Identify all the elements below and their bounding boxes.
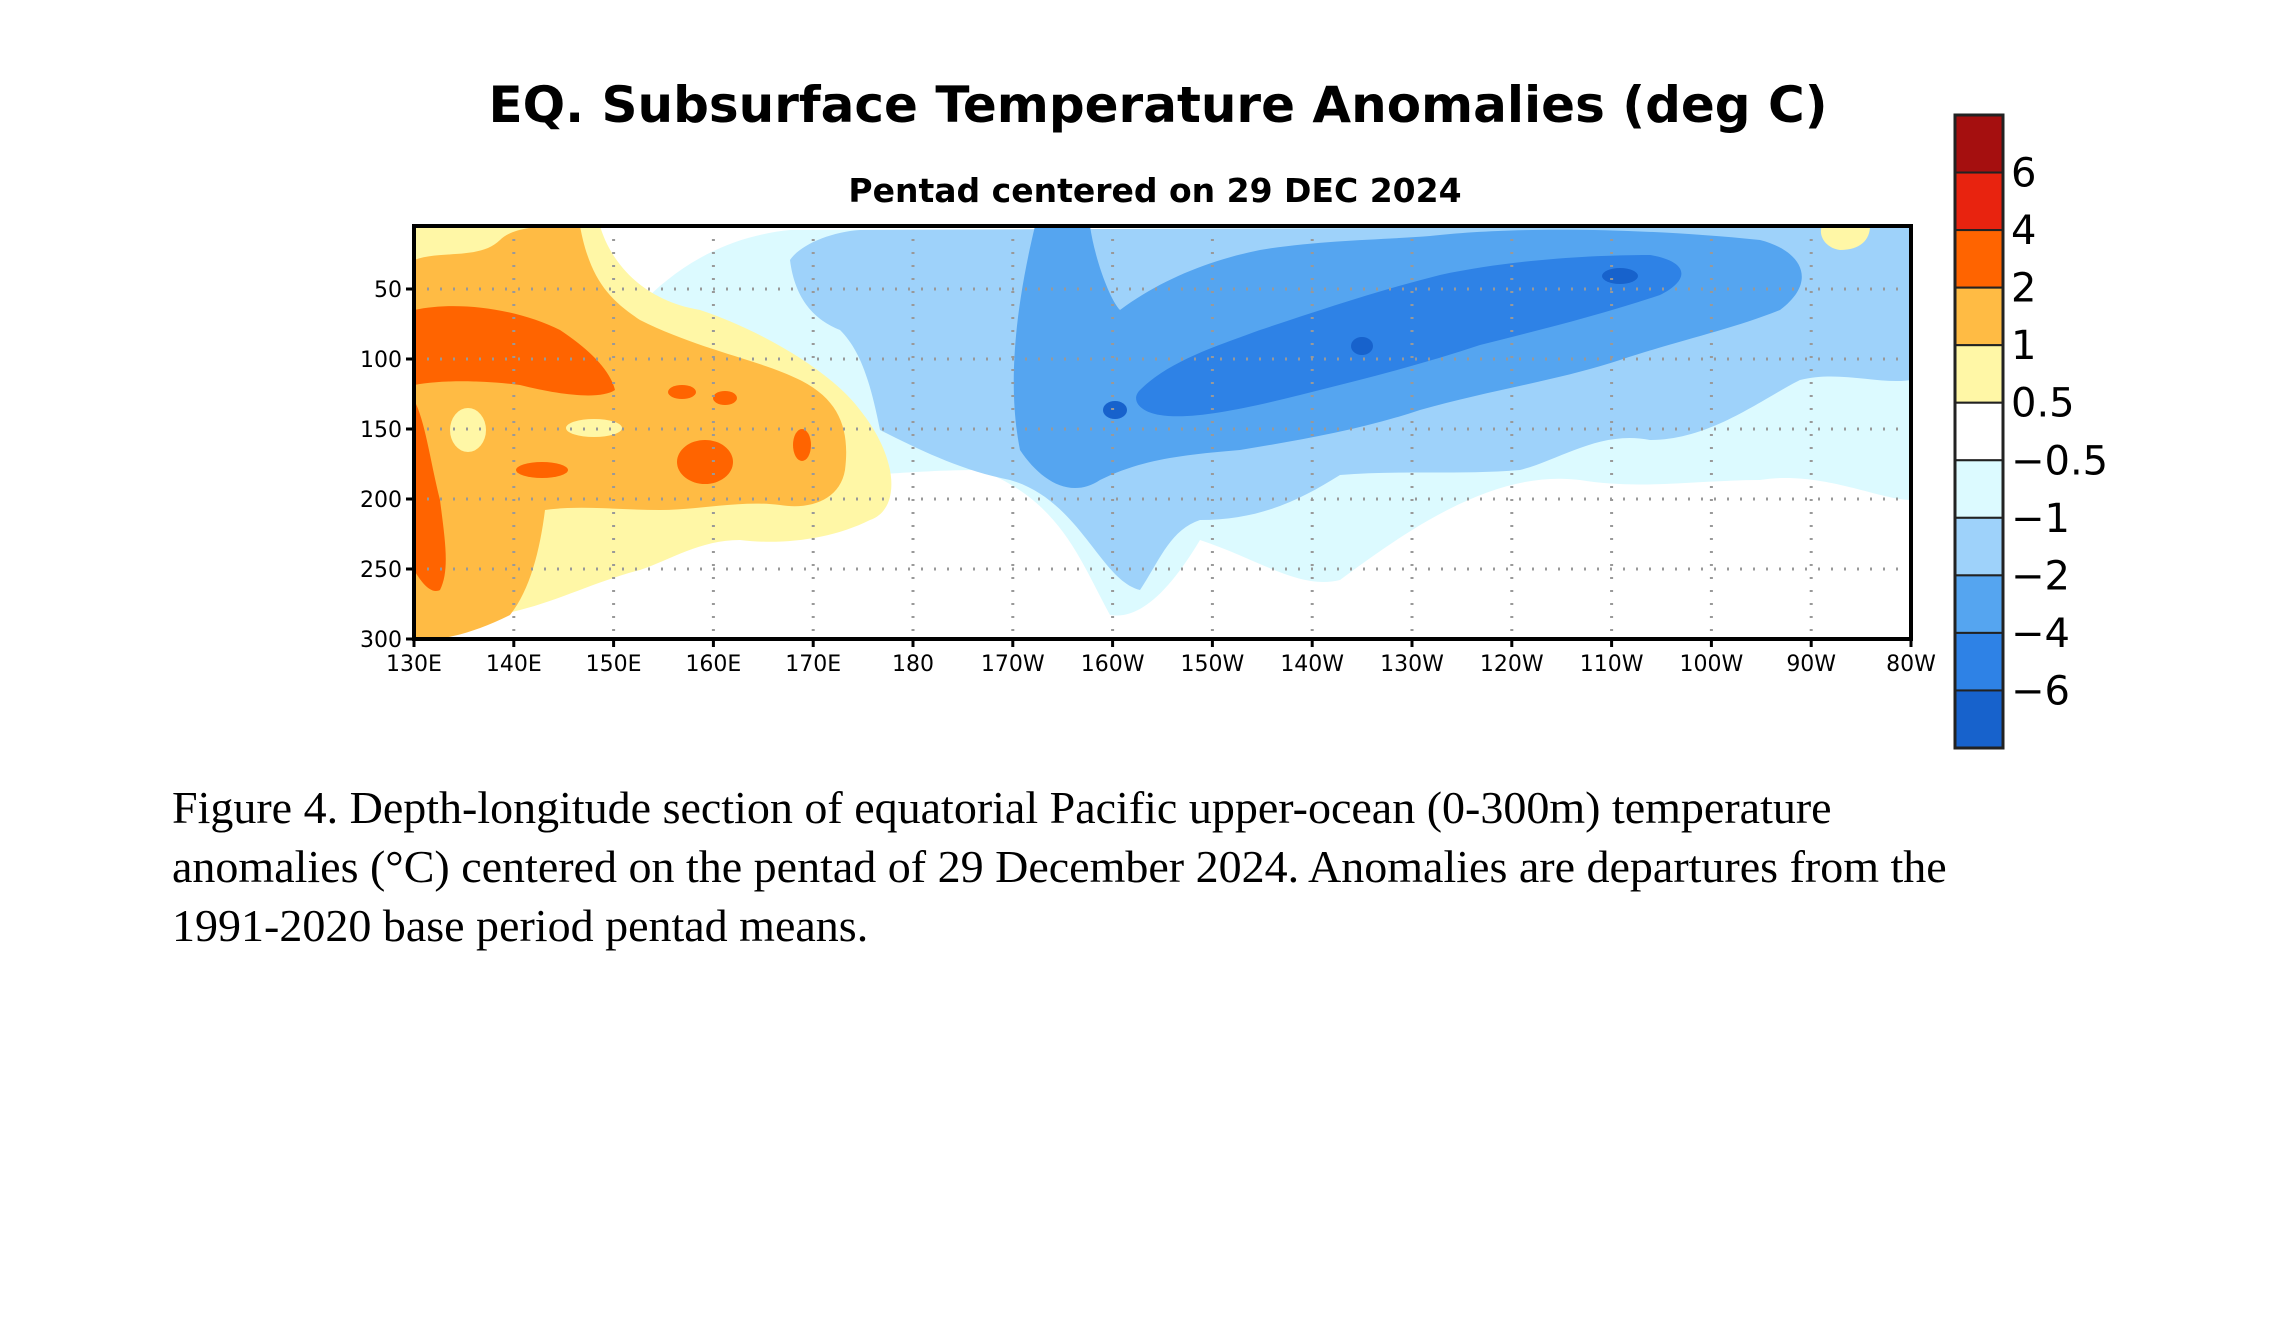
- colorbar-swatch: [1954, 574, 2004, 634]
- colorbar-swatch: [1954, 344, 2004, 404]
- contour-pos-2-c: [668, 385, 696, 399]
- subsurface-anomaly-chart: EQ. Subsurface Temperature Anomalies (de…: [360, 76, 2108, 750]
- colorbar-label: −6: [2011, 668, 2070, 714]
- caption-line-3: 1991-2020 base period pentad means.: [172, 900, 869, 951]
- y-tick-label: 300: [360, 628, 402, 653]
- colorbar-swatch: [1954, 459, 2004, 519]
- contour-pos-2-b: [516, 462, 568, 478]
- colorbar-label: 4: [2011, 208, 2036, 254]
- colorbar-swatch: [1954, 631, 2004, 692]
- contour-pos-2-main: [414, 306, 615, 396]
- x-tick-label: 160E: [685, 652, 741, 677]
- contour-pos-2-d: [713, 391, 737, 405]
- y-tick-label: 150: [360, 418, 402, 443]
- colorbar-label: −4: [2011, 611, 2070, 657]
- y-tick-label: 250: [360, 558, 402, 583]
- x-tick-label: 120W: [1480, 652, 1544, 677]
- y-tick-label: 100: [360, 348, 402, 373]
- contour-pale-b: [566, 419, 622, 437]
- x-axis: 130E 140E 150E 160E 170E 180 170W 160W 150W 140W 1…: [386, 639, 1936, 677]
- colorbar-frame: [1953, 113, 2005, 750]
- x-tick-label: 140E: [486, 652, 542, 677]
- colorbar-swatch: [1954, 401, 2004, 462]
- x-tick-label: 160W: [1081, 652, 1145, 677]
- x-tick-label: 90W: [1786, 652, 1836, 677]
- x-tick-label: 110W: [1580, 652, 1644, 677]
- caption-line-1: Figure 4. Depth-longitude section of equ…: [172, 782, 1832, 833]
- colorbar-swatch: [1954, 689, 2004, 749]
- chart-title: EQ. Subsurface Temperature Anomalies (de…: [488, 76, 1827, 134]
- contour-neg-6-c: [1602, 268, 1638, 284]
- x-tick-label: 170E: [785, 652, 841, 677]
- colorbar-label: 1: [2011, 323, 2036, 369]
- caption-line-2: anomalies (°C) centered on the pentad of…: [172, 841, 1947, 892]
- contour-neg-4: [1136, 255, 1682, 417]
- colorbar-label: −2: [2011, 553, 2070, 599]
- colorbar-label: 6: [2011, 151, 2036, 197]
- contour-neg-6-a: [1351, 337, 1373, 355]
- x-tick-label: 150E: [586, 652, 642, 677]
- x-tick-label: 150W: [1181, 652, 1245, 677]
- colorbar-label: 2: [2011, 266, 2036, 312]
- contour-pale-c: [1820, 226, 1870, 250]
- colorbar-swatch: [1954, 171, 2004, 232]
- colorbar-swatch: [1954, 516, 2004, 577]
- plot-frame: [412, 224, 1913, 641]
- y-tick-label: 200: [360, 488, 402, 513]
- colorbar-label: −0.5: [2011, 438, 2108, 484]
- x-tick-label: 180: [892, 652, 934, 677]
- x-tick-label: 170W: [981, 652, 1045, 677]
- colorbar-label: −1: [2011, 496, 2070, 542]
- y-axis: 50 100 150 200 250 300: [360, 278, 414, 653]
- contour-pos-2-a: [677, 440, 733, 484]
- contour-pos-2-e: [793, 429, 811, 461]
- y-tick-label: 50: [374, 278, 402, 303]
- colorbar-label: 0.5: [2011, 381, 2075, 427]
- plot-area: [414, 226, 1911, 639]
- x-tick-label: 130W: [1380, 652, 1444, 677]
- colorbar-swatch: [1954, 286, 2004, 347]
- figure-caption: Figure 4. Depth-longitude section of equ…: [172, 778, 2182, 955]
- contour-neg-6-b: [1103, 401, 1127, 419]
- colorbar: 6 4 2 1 0.5 −0.5 −1 −2 −4 −6: [1953, 113, 2108, 750]
- x-tick-label: 130E: [386, 652, 442, 677]
- chart-subtitle: Pentad centered on 29 DEC 2024: [848, 171, 1461, 210]
- contour-pos-2-west: [414, 400, 446, 591]
- colorbar-swatch: [1954, 229, 2004, 289]
- colorbar-swatch: [1954, 114, 2004, 174]
- x-tick-label: 80W: [1886, 652, 1936, 677]
- x-tick-label: 100W: [1680, 652, 1744, 677]
- x-tick-label: 140W: [1280, 652, 1344, 677]
